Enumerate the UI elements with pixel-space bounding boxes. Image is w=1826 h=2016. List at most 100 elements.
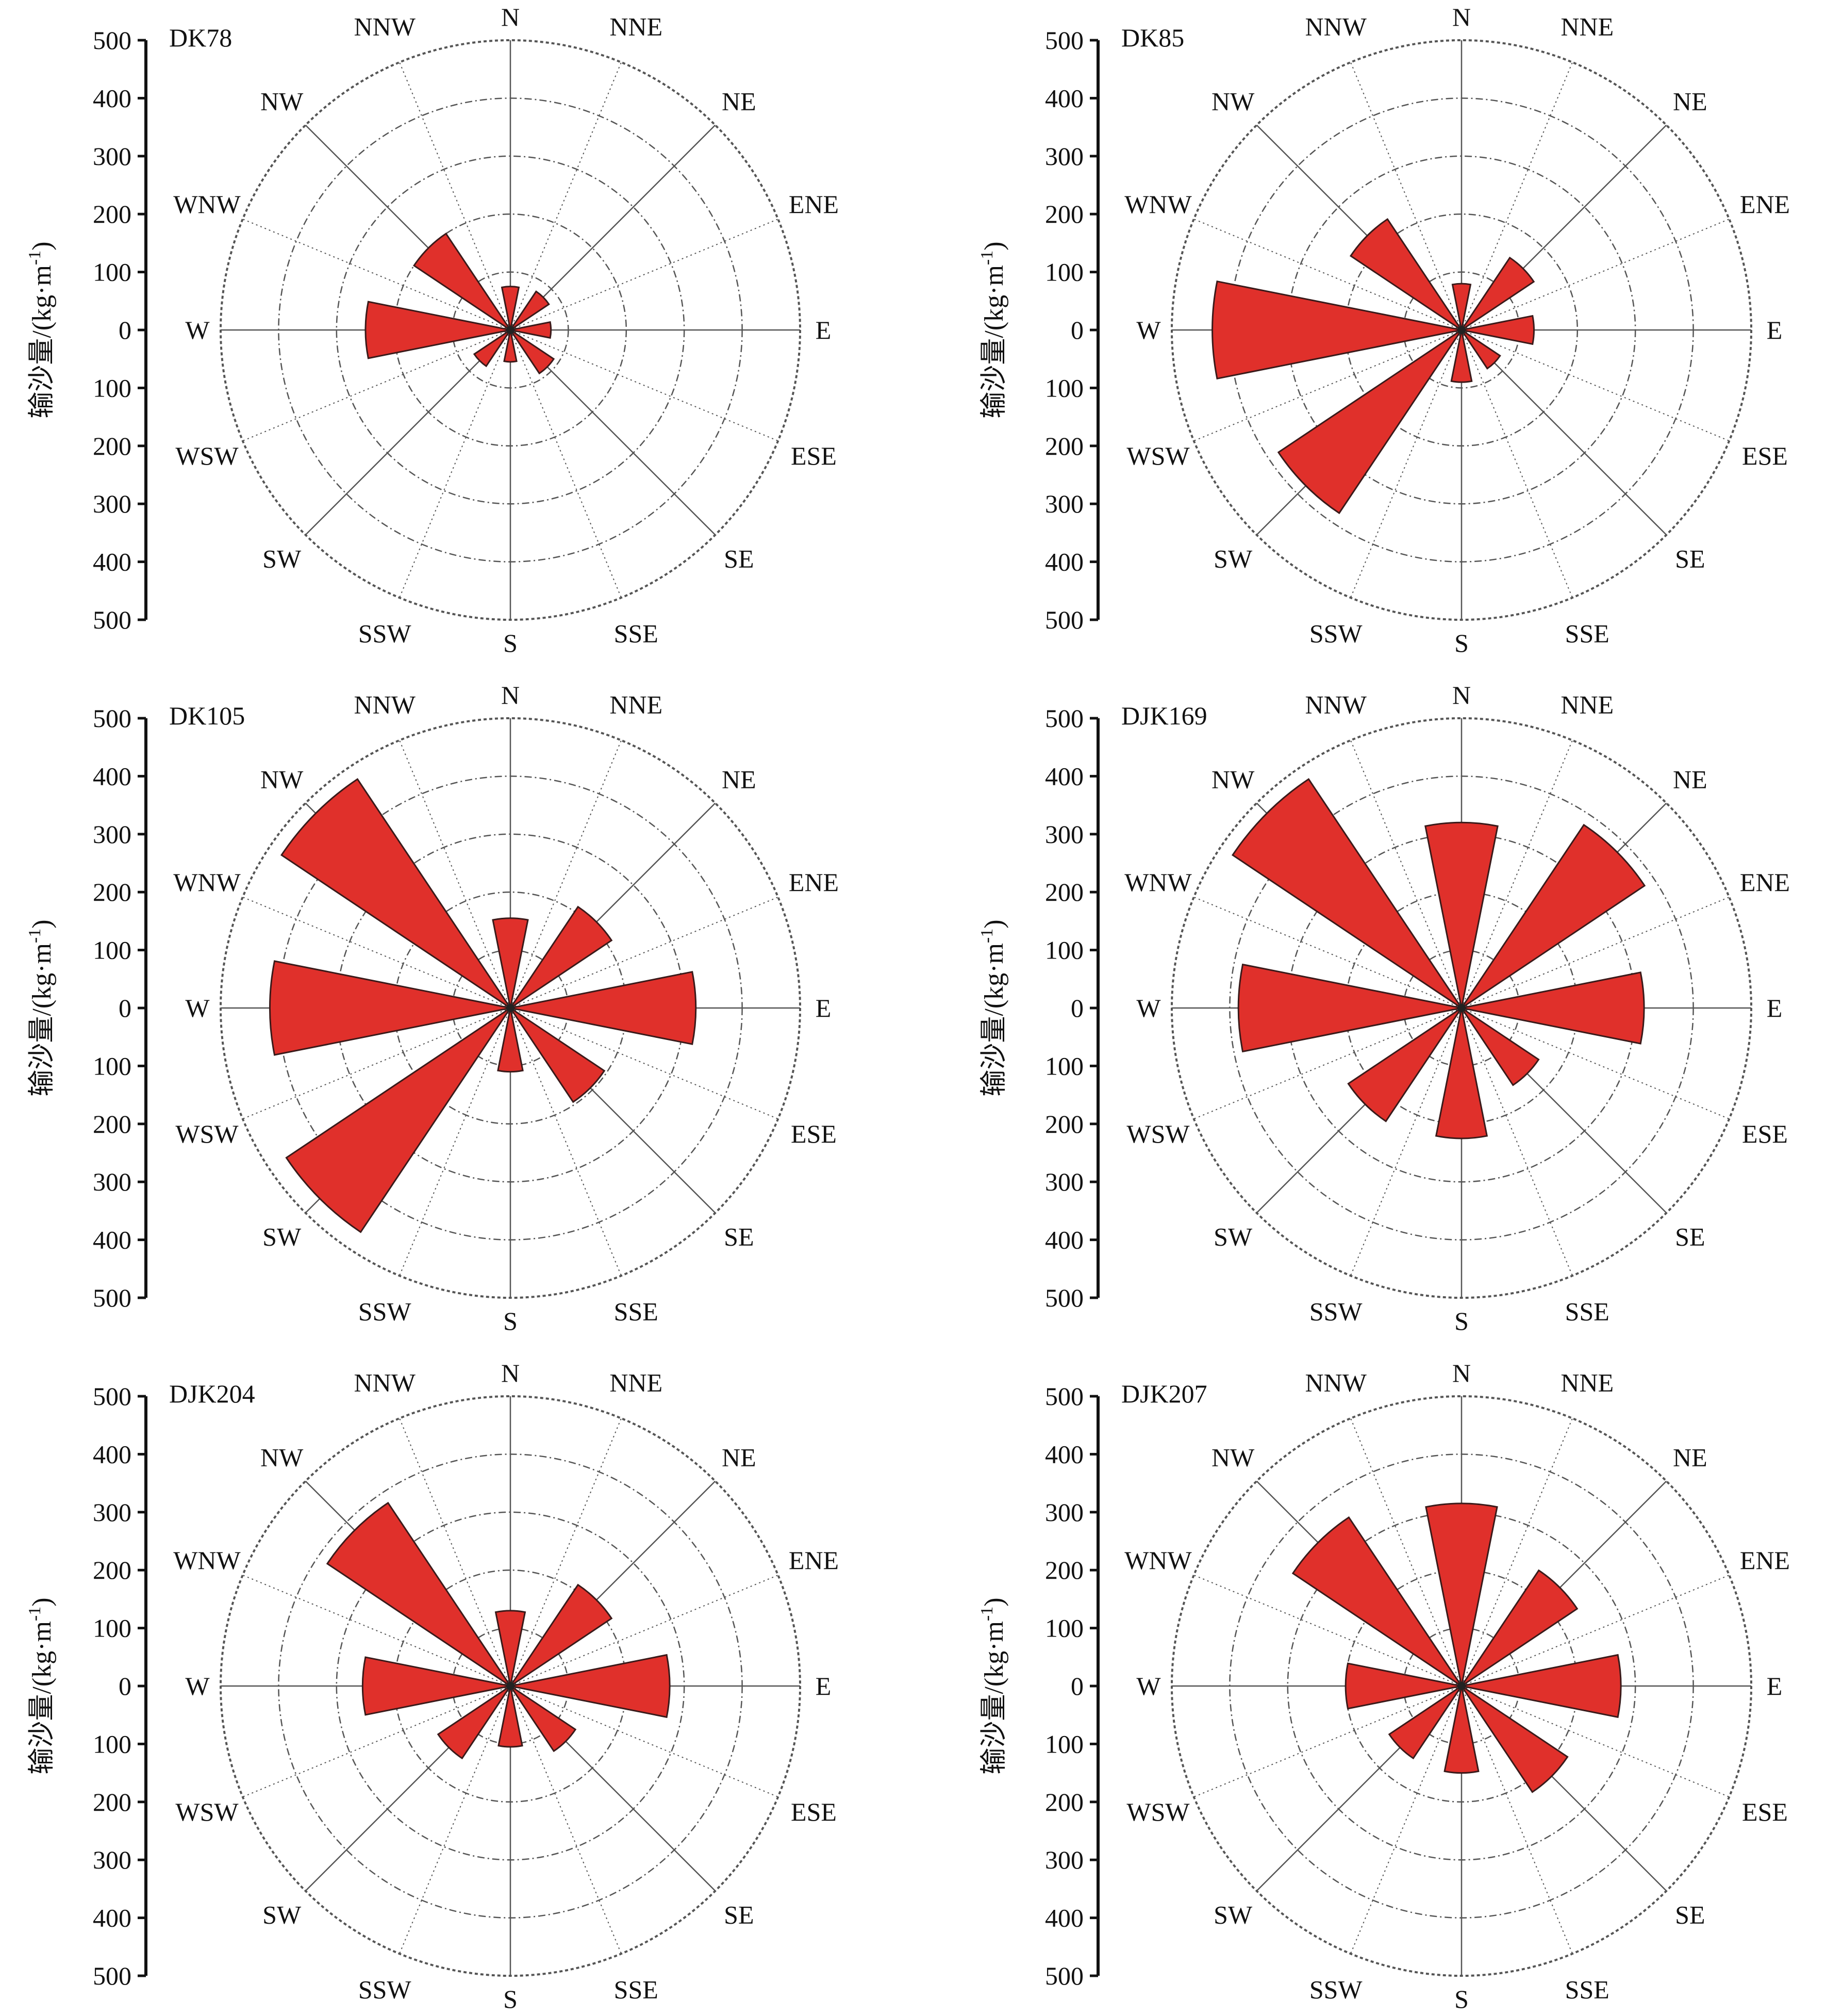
direction-label-NNE: NNE — [1561, 12, 1614, 41]
rose-wedge-S — [497, 1007, 524, 1073]
y-tick-label: 500 — [1045, 26, 1084, 55]
y-tick-label: 400 — [1045, 548, 1084, 576]
direction-label-NNW: NNW — [1305, 1368, 1367, 1397]
direction-label-SE: SE — [724, 1222, 754, 1251]
direction-label-SE: SE — [724, 1900, 754, 1929]
y-axis-label-close: ) — [980, 241, 1009, 250]
y-tick-label: 100 — [93, 1614, 131, 1643]
spoke — [510, 124, 716, 331]
direction-label-SW: SW — [1214, 1222, 1253, 1251]
direction-label-E: E — [1767, 994, 1783, 1022]
direction-label-WSW: WSW — [1126, 1119, 1190, 1148]
y-tick-label: 200 — [93, 1110, 131, 1138]
rose-wedge-S — [503, 329, 518, 363]
rose-wedge-NW — [1231, 778, 1463, 1009]
y-tick-label: 100 — [93, 936, 131, 965]
rose-wedge-N — [494, 1610, 526, 1687]
spoke — [510, 219, 778, 331]
direction-label-ESE: ESE — [791, 1119, 837, 1148]
y-tick-label: 200 — [93, 432, 131, 460]
y-axis-label-sup: -1 — [25, 251, 44, 265]
direction-label-W: W — [1136, 316, 1161, 344]
direction-label-WSW: WSW — [175, 441, 239, 470]
y-axis-label-main: 输沙量/(kg·m — [27, 1621, 57, 1775]
direction-label-W: W — [185, 316, 210, 344]
direction-label-ENE: ENE — [789, 190, 839, 219]
y-axis-label-close: ) — [27, 1597, 57, 1606]
direction-label-NNW: NNW — [354, 12, 416, 41]
spoke — [1350, 1418, 1462, 1687]
rose-wedge-E — [510, 1654, 671, 1718]
rose-wedge-NE — [509, 1583, 613, 1687]
spoke — [1461, 1685, 1730, 1797]
direction-label-WSW: WSW — [175, 1797, 239, 1826]
direction-label-NW: NW — [260, 765, 304, 794]
rose-panel-DK78: 500 400 300 200 100 0 100 200 300 400 500 输沙量/(kg·m… — [25, 3, 839, 657]
spoke — [1350, 1007, 1462, 1276]
spoke — [510, 1575, 778, 1687]
rose-wedge-W — [1344, 1662, 1462, 1710]
center-dot — [506, 1682, 514, 1690]
direction-label-N: N — [1452, 681, 1471, 709]
spoke — [1350, 329, 1462, 598]
direction-label-SSW: SSW — [358, 1975, 412, 2004]
y-tick-label: 100 — [93, 1729, 131, 1758]
spoke — [1193, 897, 1462, 1009]
panel-title: DJK207 — [1121, 1379, 1207, 1408]
direction-label-WNW: WNW — [173, 190, 241, 219]
direction-label-SW: SW — [1214, 1900, 1253, 1929]
spoke — [242, 1685, 511, 1797]
direction-label-N: N — [1452, 3, 1471, 31]
rose-wedge-N — [501, 286, 520, 331]
direction-label-SSW: SSW — [1309, 619, 1363, 648]
rose-wedge-SE — [1460, 1685, 1569, 1793]
rose-wedge-SE — [1460, 329, 1501, 370]
y-axis-label: 输沙量/(kg·m-1) — [977, 241, 1009, 418]
direction-label-SSE: SSE — [1565, 619, 1609, 648]
rose-panel-DJK207: 500 400 300 200 100 0 100 200 300 400 500 输沙量/(kg·m… — [977, 1359, 1790, 2013]
direction-label-SSE: SSE — [614, 1297, 658, 1326]
direction-label-NE: NE — [1673, 765, 1707, 794]
y-tick-label: 500 — [93, 605, 131, 634]
direction-label-NW: NW — [1211, 765, 1255, 794]
rose-wedge-N — [1424, 821, 1499, 1009]
y-tick-label: 0 — [119, 1672, 131, 1700]
direction-label-SE: SE — [1675, 1222, 1705, 1251]
y-tick-label: 200 — [1045, 878, 1084, 906]
direction-label-S: S — [503, 629, 518, 657]
rose-wedge-SW — [1388, 1685, 1463, 1760]
spoke — [1193, 1575, 1462, 1687]
y-tick-label: 400 — [93, 548, 131, 576]
direction-label-N: N — [1452, 1359, 1471, 1387]
rose-wedge-S — [1450, 329, 1473, 383]
direction-label-ENE: ENE — [1740, 868, 1790, 897]
direction-label-NNE: NNE — [609, 690, 662, 719]
y-tick-label: 100 — [1045, 258, 1084, 287]
y-tick-label: 500 — [1045, 704, 1084, 733]
y-tick-label: 0 — [1071, 994, 1084, 1022]
y-tick-label: 400 — [93, 1904, 131, 1932]
y-tick-label: 300 — [93, 489, 131, 518]
direction-label-NNE: NNE — [1561, 1368, 1614, 1397]
direction-label-W: W — [185, 994, 210, 1022]
y-tick-label: 400 — [1045, 762, 1084, 790]
spoke — [1461, 329, 1573, 598]
y-axis-label-close: ) — [27, 241, 57, 250]
y-axis-label: 输沙量/(kg·m-1) — [977, 919, 1009, 1096]
direction-label-ENE: ENE — [1740, 190, 1790, 219]
direction-label-ENE: ENE — [789, 1546, 839, 1575]
y-tick-label: 500 — [1045, 1283, 1084, 1312]
direction-label-NNW: NNW — [1305, 12, 1367, 41]
y-tick-label: 300 — [1045, 489, 1084, 518]
y-axis-label-main: 输沙量/(kg·m — [980, 265, 1009, 419]
direction-label-E: E — [816, 316, 832, 344]
direction-label-SW: SW — [1214, 544, 1253, 573]
rose-wedge-N — [492, 917, 529, 1009]
panel-title: DK78 — [169, 23, 232, 52]
direction-label-ENE: ENE — [1740, 1546, 1790, 1575]
direction-label-E: E — [816, 1672, 832, 1700]
y-tick-label: 100 — [1045, 373, 1084, 402]
panel-title: DJK169 — [1121, 701, 1207, 730]
direction-label-NNE: NNE — [1561, 690, 1614, 719]
